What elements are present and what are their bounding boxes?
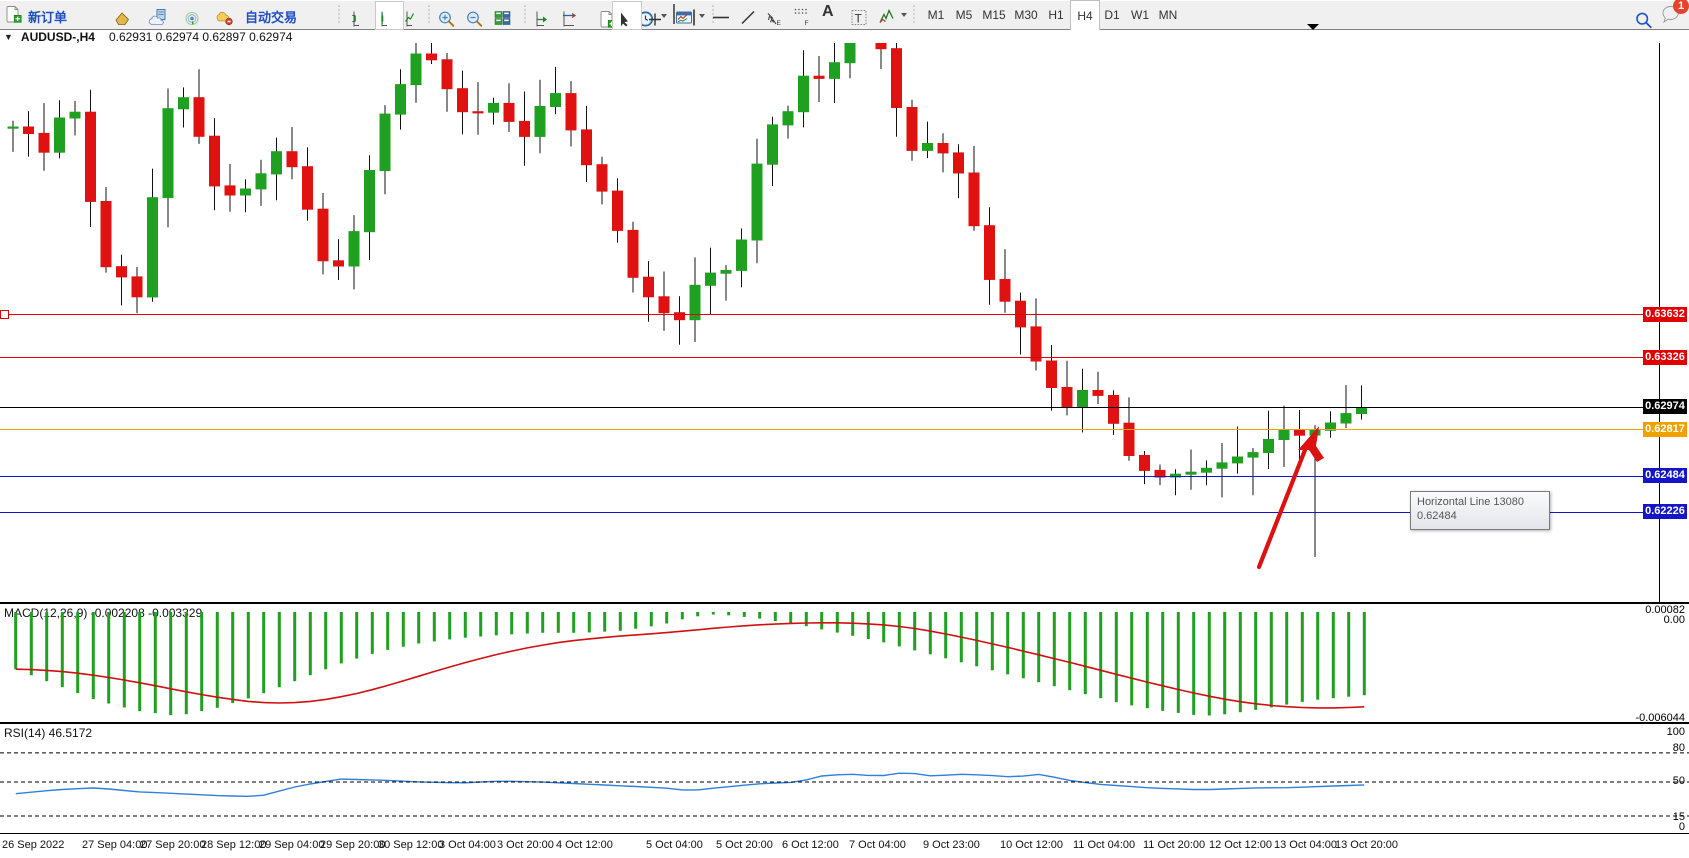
svg-text:E: E bbox=[777, 20, 782, 27]
svg-text:F: F bbox=[805, 20, 809, 27]
svg-text:T: T bbox=[855, 12, 863, 26]
